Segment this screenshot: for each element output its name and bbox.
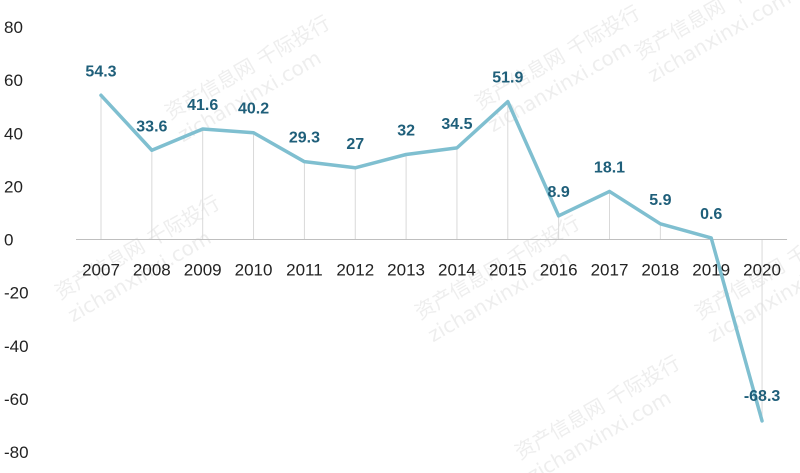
data-label: 5.9 <box>649 192 671 209</box>
data-label: 34.5 <box>441 116 472 133</box>
data-label: 33.6 <box>136 118 167 135</box>
y-tick-label: 60 <box>4 71 23 90</box>
y-tick-label: 80 <box>4 18 23 37</box>
y-tick-label: 40 <box>4 124 23 143</box>
y-tick-label: -40 <box>4 337 29 356</box>
data-label: 54.3 <box>85 63 116 80</box>
x-tick-label: 2018 <box>641 261 679 280</box>
data-labels: 54.3 33.6 41.6 40.2 29.3 27 32 34.5 51.9 8.9 18.1 5… <box>85 63 780 405</box>
data-label: 32 <box>397 123 415 140</box>
x-tick-label: 2014 <box>438 261 476 280</box>
y-tick-label: -20 <box>4 284 29 303</box>
y-axis-ticks: 80 60 40 20 0 -20 -40 -60 -80 <box>4 18 29 462</box>
x-tick-label: 2016 <box>540 261 578 280</box>
y-tick-label: 20 <box>4 177 23 196</box>
y-tick-label: -80 <box>4 443 29 462</box>
data-label: 27 <box>346 136 364 153</box>
x-tick-label: 2015 <box>489 261 527 280</box>
x-tick-label: 2019 <box>692 261 730 280</box>
y-tick-label: -60 <box>4 390 29 409</box>
data-label: 18.1 <box>594 159 625 176</box>
drop-lines <box>100 95 763 421</box>
data-label: -68.3 <box>744 388 781 405</box>
x-tick-label: 2017 <box>591 261 629 280</box>
data-label: 29.3 <box>289 130 320 147</box>
x-tick-label: 2007 <box>82 261 120 280</box>
x-tick-label: 2013 <box>387 261 425 280</box>
series-line <box>99 93 764 423</box>
data-label: 0.6 <box>700 206 722 223</box>
x-tick-label: 2011 <box>286 261 323 280</box>
x-tick-label: 2009 <box>184 261 222 280</box>
x-axis-ticks: 2007 2008 2009 2010 2011 2012 2013 2014 2015 2016… <box>82 261 781 280</box>
x-tick-label: 2010 <box>235 261 273 280</box>
x-tick-label: 2012 <box>336 261 374 280</box>
data-label: 8.9 <box>548 184 570 201</box>
y-tick-label: 0 <box>4 231 13 250</box>
x-tick-label: 2008 <box>133 261 171 280</box>
data-label: 51.9 <box>492 70 523 87</box>
data-label: 41.6 <box>187 97 218 114</box>
data-label: 40.2 <box>238 101 269 118</box>
x-tick-label: 2020 <box>743 261 781 280</box>
